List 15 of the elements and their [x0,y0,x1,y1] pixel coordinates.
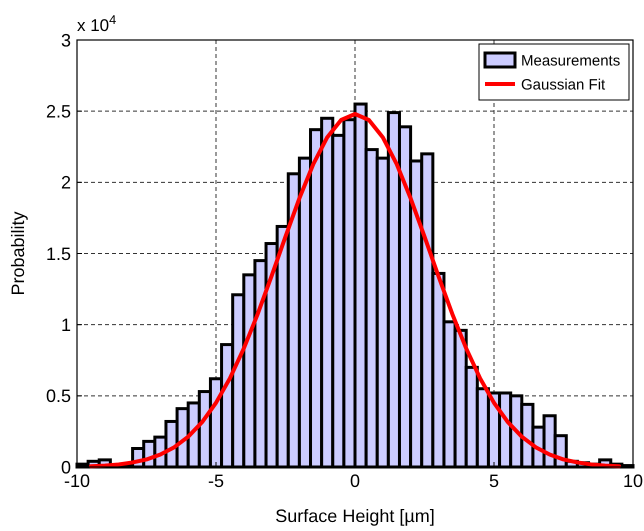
x-tick-label: 5 [488,471,500,491]
legend-label: Gaussian Fit [521,76,606,94]
x-axis-title: Surface Height [µm] [275,506,435,526]
legend-label: Measurements [521,52,620,70]
text: x 10$^{4}$ [77,12,116,35]
x-tick-label: -5 [208,471,224,491]
y-tick-label: 2 [60,172,71,193]
y-tick-label: 0.5 [46,386,71,406]
y-tick-label: 3 [60,30,71,50]
y-tick-label: 1 [60,314,71,335]
x-tick-label: 0 [350,471,360,491]
y-tick-label: 1.5 [46,244,71,264]
y-axis-title: Probability [8,211,28,296]
x-tick-label: 10 [622,471,644,491]
y-tick-label: 2.5 [46,101,71,122]
